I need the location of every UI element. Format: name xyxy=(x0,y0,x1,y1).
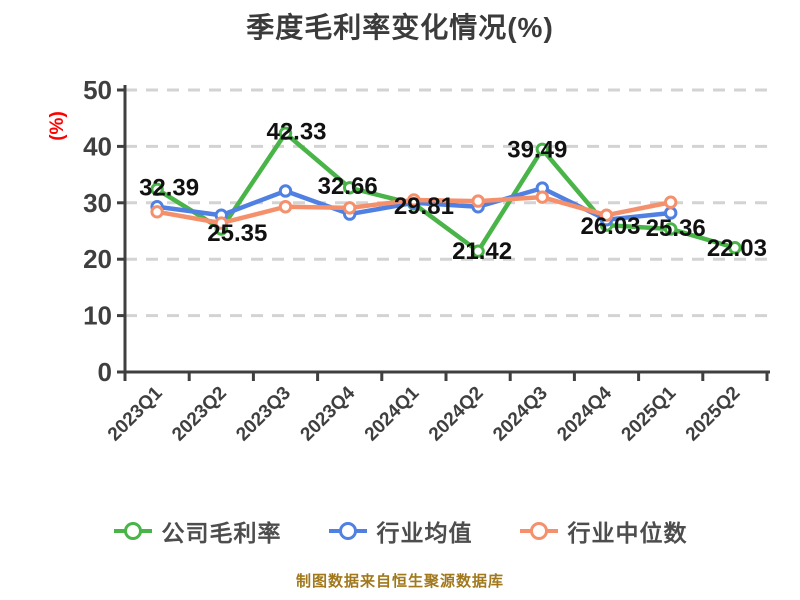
data-label: 42.33 xyxy=(266,118,326,145)
legend-item-industry-mean[interactable]: 行业均值 xyxy=(328,514,473,548)
data-label: 29.81 xyxy=(394,193,454,220)
x-tick-label: 2023Q1 xyxy=(104,382,167,445)
data-label: 32.39 xyxy=(139,174,199,201)
legend-marker-company-icon xyxy=(113,522,152,540)
x-tick-label: 2024Q2 xyxy=(425,383,488,446)
data-point-company xyxy=(471,244,485,258)
data-label: 25.35 xyxy=(207,220,267,247)
x-tick-label: 2024Q3 xyxy=(489,383,552,446)
data-point-industry-median xyxy=(407,193,421,207)
data-point-industry-median xyxy=(664,195,678,209)
data-label: 39.49 xyxy=(507,136,567,163)
data-point-industry-median xyxy=(214,216,229,230)
data-label: 22.03 xyxy=(707,235,767,262)
data-point-company xyxy=(664,222,678,236)
data-point-industry-median xyxy=(471,194,485,208)
data-point-industry-median xyxy=(535,190,549,204)
y-tick-label: 40 xyxy=(83,131,112,161)
legend: 公司毛利率 行业均值 行业中位数 xyxy=(0,514,800,548)
chart-title: 季度毛利率变化情况(%) xyxy=(246,12,554,43)
x-tick-label: 2025Q1 xyxy=(618,382,681,445)
x-tick-label: 2023Q4 xyxy=(297,382,360,445)
y-tick-label: 50 xyxy=(83,75,112,105)
y-tick-label: 30 xyxy=(83,188,112,218)
data-point-industry-median xyxy=(343,201,357,215)
legend-marker-industry-mean-icon xyxy=(328,522,367,540)
data-point-industry-median xyxy=(278,200,293,214)
data-source-caption: 制图数据来自恒生聚源数据库 xyxy=(295,573,504,590)
x-tick-label: 2024Q1 xyxy=(361,382,424,445)
data-point-industry-median xyxy=(599,208,614,222)
data-point-industry-mean xyxy=(278,184,293,198)
data-point-company xyxy=(278,126,293,140)
x-tick-label: 2023Q2 xyxy=(168,383,231,446)
data-label: 32.66 xyxy=(318,173,378,200)
data-point-company xyxy=(535,142,549,156)
data-point-industry-median xyxy=(150,205,164,219)
data-label: 26.03 xyxy=(580,213,640,240)
series-industry-median xyxy=(150,190,678,230)
legend-item-company[interactable]: 公司毛利率 xyxy=(113,514,282,548)
y-tick-label: 10 xyxy=(83,301,112,331)
legend-label-industry-median: 行业中位数 xyxy=(567,520,688,546)
x-tick-label: 2024Q4 xyxy=(553,382,616,445)
legend-marker-industry-median-icon xyxy=(519,522,558,540)
y-axis-name: (%) xyxy=(47,111,68,141)
data-label: 21.42 xyxy=(452,238,512,265)
y-tick-label: 0 xyxy=(98,357,112,387)
data-point-company xyxy=(728,241,742,255)
legend-item-industry-median[interactable]: 行业中位数 xyxy=(519,514,688,548)
legend-label-industry-mean: 行业均值 xyxy=(376,520,473,546)
data-label: 25.36 xyxy=(646,215,706,242)
data-point-company xyxy=(150,182,164,197)
data-point-company xyxy=(343,181,357,195)
legend-label-company: 公司毛利率 xyxy=(161,520,282,546)
data-labels: 32.39 25.35 42.33 32.66 29.81 21.42 39.49 26.03… xyxy=(139,118,767,265)
x-tick-label: 2025Q2 xyxy=(682,383,745,446)
y-tick-label: 20 xyxy=(83,244,112,274)
x-tick-label: 2023Q3 xyxy=(232,383,295,446)
